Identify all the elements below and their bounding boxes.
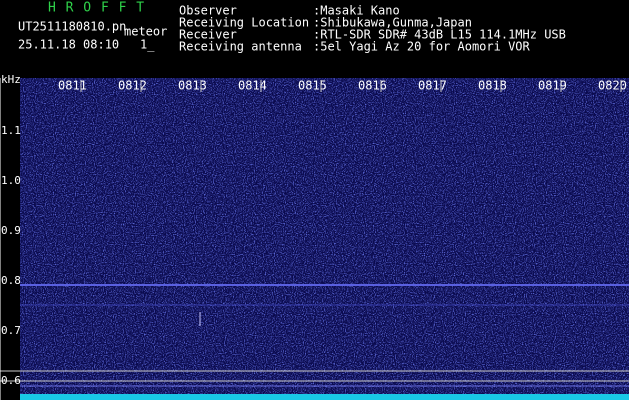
field-label: Receiving Location	[179, 16, 309, 30]
freq-label: 0.6	[1, 374, 21, 387]
freq-label: 1.0	[1, 174, 21, 187]
time-label: 0815	[298, 79, 327, 93]
time-label: 0813	[178, 79, 207, 93]
field-value: :RTL-SDR SDR# 43dB L15 114.1MHz USB	[313, 28, 566, 42]
field-label: Receiver	[179, 28, 237, 42]
freq-label: 1.1	[1, 124, 21, 137]
time-label: 0819	[538, 79, 567, 93]
level-band	[20, 394, 629, 400]
time-label: 0820	[598, 79, 627, 93]
field-value: :5el Yagi Az 20 for Aomori VOR	[313, 40, 531, 54]
time-label: 0811	[58, 79, 87, 93]
freq-label: 0.8	[1, 274, 21, 287]
field-label: Receiving antenna	[179, 40, 302, 54]
time-label: 0812	[118, 79, 147, 93]
freq-label: 0.9	[1, 224, 21, 237]
noise	[20, 78, 629, 400]
time-label: 0818	[478, 79, 507, 93]
file-name: UT2511180810.pn	[18, 20, 126, 34]
time-label: 0817	[418, 79, 447, 93]
datetime: 25.11.18 08:10	[18, 38, 119, 52]
app-title: H R O F F T	[48, 1, 145, 16]
unit: kHz	[1, 73, 21, 86]
field-value: :Shibukawa,Gunma,Japan	[313, 16, 472, 30]
field-value: :Masaki Kano	[313, 4, 400, 18]
field-label: Observer	[179, 4, 237, 18]
index: 1_	[140, 38, 155, 52]
tag: meteor	[124, 25, 167, 39]
time-label: 0816	[358, 79, 387, 93]
freq-label: 0.7	[1, 324, 21, 337]
time-label: 0814	[238, 79, 267, 93]
